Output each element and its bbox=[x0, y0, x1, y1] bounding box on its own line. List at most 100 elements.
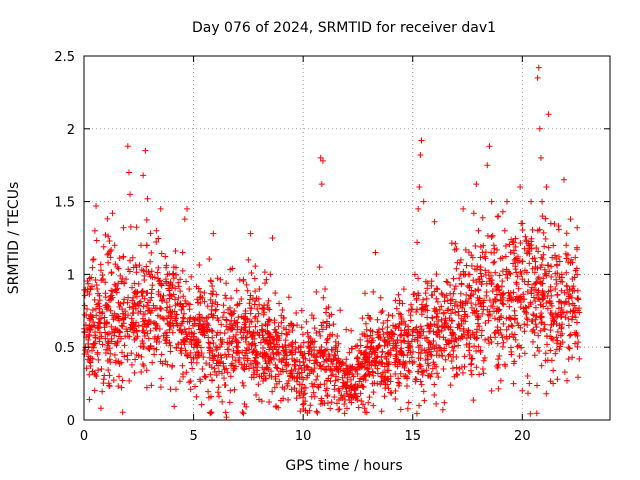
data-point bbox=[542, 357, 549, 364]
data-point bbox=[421, 347, 428, 354]
data-point bbox=[543, 272, 550, 279]
data-point bbox=[138, 369, 145, 376]
data-point bbox=[524, 281, 531, 288]
data-point bbox=[189, 365, 196, 372]
data-point bbox=[398, 319, 405, 326]
data-point bbox=[499, 343, 506, 350]
data-point bbox=[530, 311, 537, 318]
data-point bbox=[385, 311, 392, 318]
data-point bbox=[117, 300, 124, 307]
data-point bbox=[395, 356, 402, 363]
data-point bbox=[283, 356, 290, 363]
data-point bbox=[553, 280, 560, 287]
data-point bbox=[131, 289, 138, 296]
data-point bbox=[363, 326, 370, 333]
data-point bbox=[275, 332, 282, 339]
data-point bbox=[443, 292, 450, 299]
data-point bbox=[141, 310, 148, 317]
data-point bbox=[86, 396, 93, 403]
data-point bbox=[166, 270, 173, 277]
data-point bbox=[87, 286, 94, 293]
data-point bbox=[539, 198, 546, 205]
data-point bbox=[256, 301, 263, 308]
data-point bbox=[416, 332, 423, 339]
data-point bbox=[95, 367, 102, 374]
data-point bbox=[163, 307, 170, 314]
data-point bbox=[106, 356, 113, 363]
data-point bbox=[552, 285, 559, 292]
data-point bbox=[497, 326, 504, 333]
data-point bbox=[102, 350, 109, 357]
data-point bbox=[297, 344, 304, 351]
data-point bbox=[473, 181, 480, 188]
data-point bbox=[552, 350, 559, 357]
data-point bbox=[384, 329, 391, 336]
data-point bbox=[532, 258, 539, 265]
data-point bbox=[532, 264, 539, 271]
data-point bbox=[278, 319, 285, 326]
data-point bbox=[366, 394, 373, 401]
data-point bbox=[413, 295, 420, 302]
y-tick-label: 2.5 bbox=[54, 50, 75, 65]
data-point bbox=[370, 288, 377, 295]
data-point bbox=[439, 291, 446, 298]
data-point bbox=[316, 328, 323, 335]
data-point bbox=[166, 339, 173, 346]
data-point bbox=[132, 301, 139, 308]
data-point bbox=[509, 323, 516, 330]
data-point bbox=[109, 288, 116, 295]
data-point bbox=[544, 341, 551, 348]
data-point bbox=[233, 331, 240, 338]
data-point bbox=[343, 388, 350, 395]
data-point bbox=[489, 277, 496, 284]
data-point bbox=[213, 332, 220, 339]
data-point bbox=[520, 296, 527, 303]
data-point bbox=[375, 343, 382, 350]
data-point bbox=[452, 240, 459, 247]
data-point bbox=[420, 306, 427, 313]
data-point bbox=[429, 365, 436, 372]
data-point bbox=[256, 285, 263, 292]
data-point bbox=[244, 355, 251, 362]
data-point bbox=[547, 287, 554, 294]
data-point bbox=[327, 405, 334, 412]
data-point bbox=[506, 241, 513, 248]
data-point bbox=[369, 328, 376, 335]
data-point bbox=[415, 290, 422, 297]
data-point bbox=[528, 290, 535, 297]
data-point bbox=[275, 371, 282, 378]
data-point bbox=[91, 296, 98, 303]
data-point bbox=[301, 367, 308, 374]
data-point bbox=[295, 366, 302, 373]
data-point bbox=[277, 397, 284, 404]
data-point bbox=[93, 237, 100, 244]
data-point bbox=[190, 315, 197, 322]
data-point bbox=[282, 344, 289, 351]
data-point bbox=[417, 152, 424, 159]
data-point bbox=[82, 347, 89, 354]
data-point bbox=[224, 326, 231, 333]
data-point bbox=[222, 292, 229, 299]
data-point bbox=[532, 280, 539, 287]
data-point bbox=[480, 370, 487, 377]
data-point bbox=[574, 307, 581, 314]
data-point bbox=[251, 275, 258, 282]
data-point bbox=[426, 325, 433, 332]
data-point bbox=[337, 307, 344, 314]
data-point bbox=[181, 326, 188, 333]
data-point bbox=[565, 356, 572, 363]
data-point bbox=[427, 351, 434, 358]
x-tick-label: 5 bbox=[189, 429, 197, 444]
data-point bbox=[549, 254, 556, 261]
data-point bbox=[335, 376, 342, 383]
data-point bbox=[188, 336, 195, 343]
data-point bbox=[503, 271, 510, 278]
data-point bbox=[109, 328, 116, 335]
data-point bbox=[574, 271, 581, 278]
data-point bbox=[331, 394, 338, 401]
data-point bbox=[275, 351, 282, 358]
data-point bbox=[462, 318, 469, 325]
data-point bbox=[106, 248, 113, 255]
data-point bbox=[143, 367, 150, 374]
